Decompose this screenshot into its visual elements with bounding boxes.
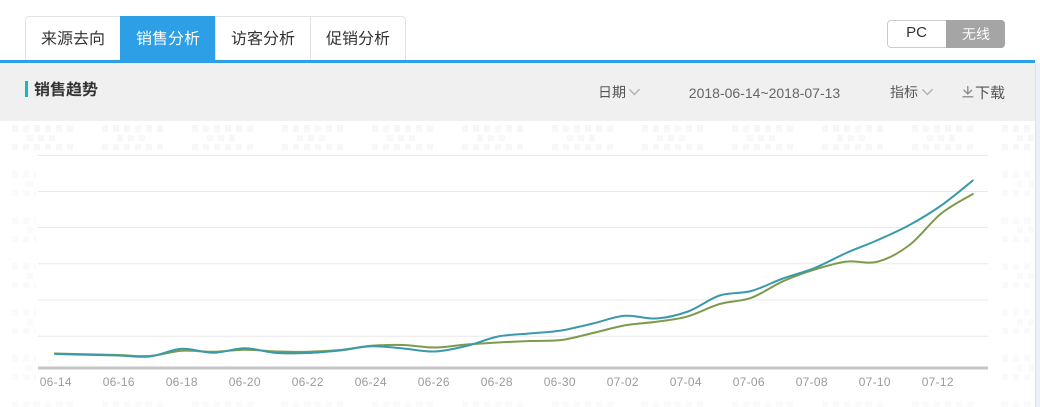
svg-text:07-12: 07-12 — [922, 375, 954, 389]
svg-text:07-08: 07-08 — [796, 375, 828, 389]
svg-text:07-02: 07-02 — [607, 375, 639, 389]
svg-text:06-26: 06-26 — [418, 375, 450, 389]
svg-text:06-24: 06-24 — [355, 375, 387, 389]
svg-text:06-30: 06-30 — [544, 375, 576, 389]
svg-text:06-20: 06-20 — [229, 375, 261, 389]
svg-text:06-16: 06-16 — [103, 375, 135, 389]
svg-text:06-14: 06-14 — [40, 375, 72, 389]
svg-text:07-06: 07-06 — [733, 375, 765, 389]
svg-text:06-28: 06-28 — [481, 375, 513, 389]
svg-text:07-10: 07-10 — [859, 375, 891, 389]
svg-text:06-22: 06-22 — [292, 375, 324, 389]
svg-text:07-04: 07-04 — [670, 375, 702, 389]
svg-text:06-18: 06-18 — [166, 375, 198, 389]
